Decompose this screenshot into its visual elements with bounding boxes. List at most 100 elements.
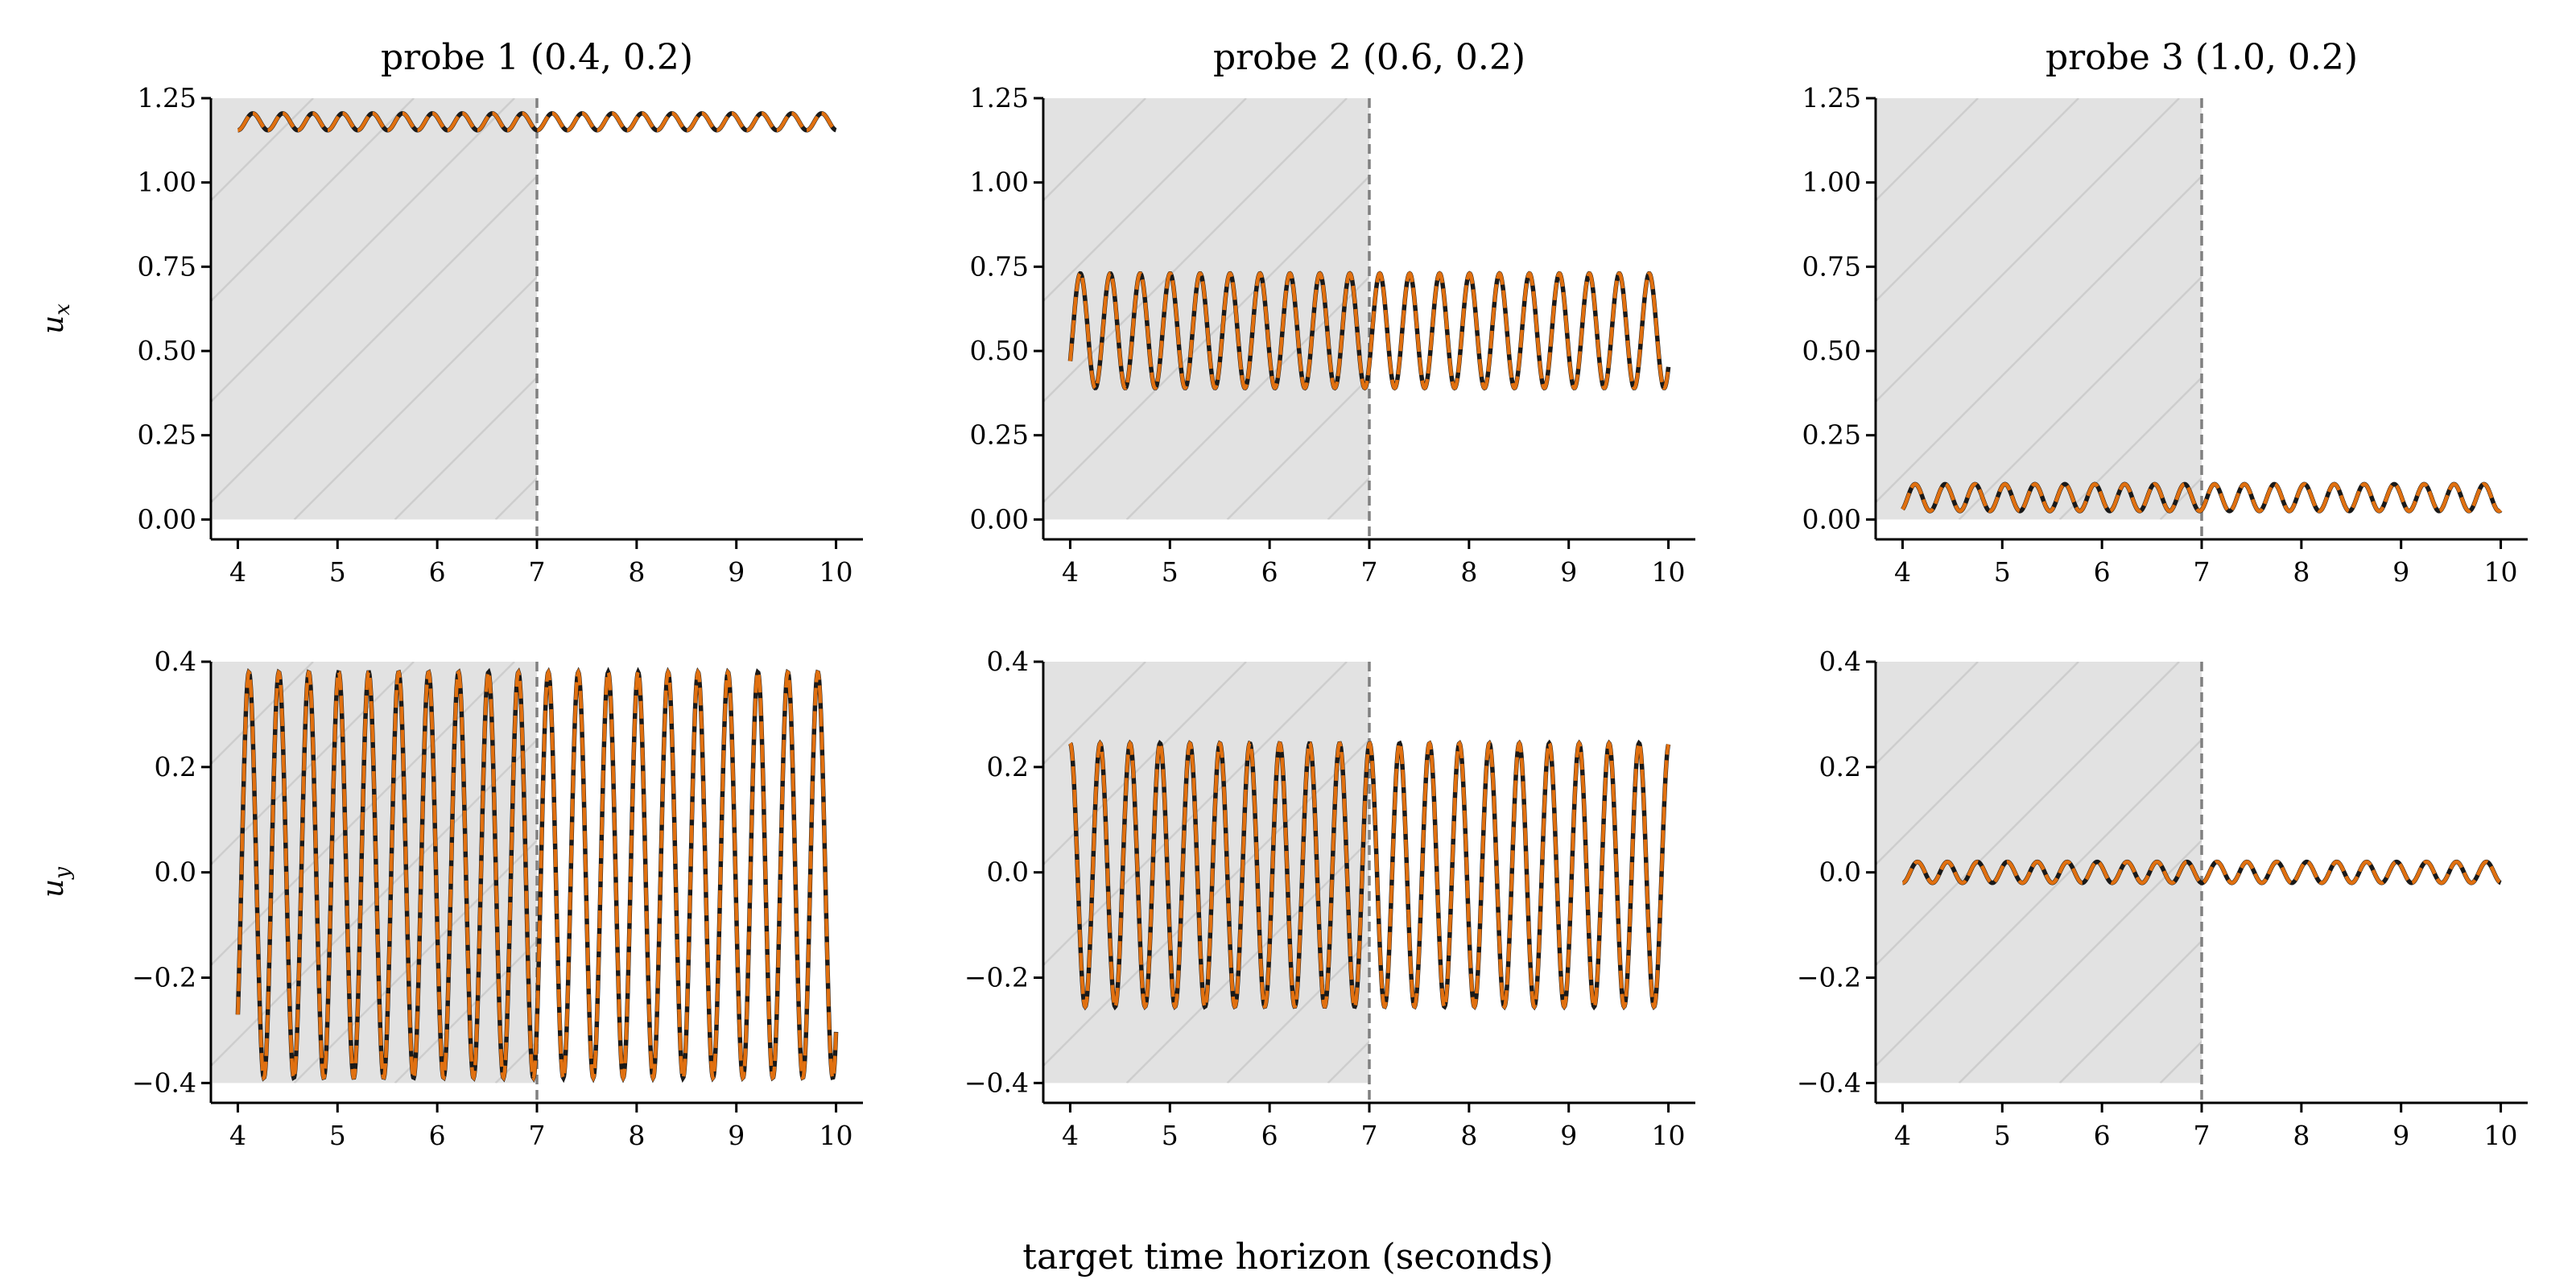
x-tick-label: 10	[2484, 1120, 2518, 1151]
series-prediction	[1068, 740, 1670, 1010]
y-tick-label: 0.75	[138, 250, 196, 282]
panel-title: probe 2 (0.6, 0.2)	[1213, 37, 1525, 78]
y-axis-label-row-1: ux	[37, 303, 75, 334]
x-tick-label: 6	[429, 556, 446, 588]
y-axis-label-subscript: y	[51, 867, 75, 880]
hatch-line	[1876, 98, 1878, 101]
series-prediction	[1902, 860, 2502, 886]
y-tick-label: 0.2	[155, 751, 196, 782]
x-tick-label: 5	[1162, 556, 1179, 588]
hatch-line	[597, 98, 1018, 519]
x-tick-label: 5	[1994, 556, 2011, 588]
series-prediction	[1901, 482, 2503, 514]
y-tick-label: −0.2	[964, 962, 1029, 993]
hatch-line	[1876, 662, 1979, 766]
hatch-line	[2362, 662, 2576, 1083]
y-tick-label: 0.2	[1819, 751, 1861, 782]
y-tick-label: 1.25	[1802, 82, 1861, 114]
hatch-line	[1876, 98, 1979, 202]
hatch-line	[1876, 98, 2180, 403]
panel-title: probe 3 (1.0, 0.2)	[2046, 37, 2358, 78]
y-tick-label: 0.25	[970, 419, 1029, 451]
hatch-line	[2261, 98, 2576, 519]
hatch-line	[1043, 98, 1247, 303]
x-tick-label: 9	[1560, 1120, 1577, 1151]
x-tick-label: 9	[2392, 1120, 2409, 1151]
x-tick-label: 5	[1994, 1120, 2011, 1151]
x-tick-label: 9	[2392, 556, 2409, 588]
x-tick-label: 5	[329, 1120, 346, 1151]
hatch-line	[1876, 662, 1878, 665]
y-tick-label: 0.4	[987, 646, 1029, 677]
x-tick-label: 8	[2293, 556, 2310, 588]
x-tick-label: 7	[1361, 556, 1378, 588]
y-tick-label: 0.4	[155, 646, 196, 677]
hatch-line	[293, 275, 537, 520]
hatch-line	[211, 662, 314, 766]
y-axis-label-base: u	[37, 879, 70, 898]
training-window-hatch	[1876, 98, 2576, 520]
x-tick-label: 6	[1261, 556, 1278, 588]
y-tick-label: −0.4	[964, 1067, 1029, 1098]
x-tick-label: 7	[529, 1120, 546, 1151]
hatch-line	[394, 939, 537, 1084]
y-tick-label: 0.00	[1802, 503, 1861, 535]
y-tick-label: −0.4	[132, 1067, 196, 1098]
hatch-line	[2362, 98, 2576, 519]
hatch-line	[2563, 662, 2576, 1083]
y-axis-label-base: u	[37, 316, 70, 334]
y-tick-label: 0.50	[138, 335, 196, 366]
hatch-line	[1876, 98, 2079, 303]
x-tick-label: 8	[628, 1120, 645, 1151]
hatch-line	[394, 376, 537, 520]
hatch-line	[1876, 175, 2202, 504]
y-tick-label: 0.0	[155, 857, 196, 888]
x-tick-label: 6	[2094, 1120, 2111, 1151]
hatch-line	[211, 98, 415, 303]
y-axis-label-row-2: uy	[37, 867, 75, 898]
x-tick-label: 7	[2194, 556, 2211, 588]
x-tick-label: 6	[2094, 556, 2111, 588]
series-prediction	[237, 111, 837, 133]
y-tick-label: 0.0	[987, 857, 1029, 888]
y-tick-label: 0.75	[970, 250, 1029, 282]
hatch-line	[1876, 738, 2202, 1067]
y-tick-label: 0.50	[970, 335, 1029, 366]
x-tick-label: 8	[1460, 1120, 1477, 1151]
y-tick-label: 0.50	[1802, 335, 1861, 366]
x-tick-label: 10	[819, 556, 853, 588]
x-tick-label: 4	[1062, 1120, 1079, 1151]
hatch-line	[1125, 275, 1369, 520]
y-tick-label: 0.0	[1819, 857, 1861, 888]
hatch-line	[211, 175, 537, 504]
y-tick-label: 0.25	[1802, 419, 1861, 451]
y-tick-label: 0.4	[1819, 646, 1861, 677]
y-tick-label: 1.00	[970, 167, 1029, 198]
hatch-line	[2159, 477, 2202, 520]
y-axis-label-subscript: x	[51, 303, 75, 316]
x-tick-label: 4	[229, 1120, 246, 1151]
y-tick-label: 0.00	[970, 503, 1029, 535]
hatch-line	[1226, 376, 1369, 520]
hatch-line	[211, 98, 213, 101]
hatch-line	[1876, 662, 2079, 866]
x-tick-label: 4	[1894, 556, 1911, 588]
panel-5: −0.4 −0.2 0.0 0.2 0.4 4 5 6 7 8 9 10	[964, 646, 1850, 1151]
hatch-line	[293, 839, 537, 1084]
hatch-line	[1043, 98, 1046, 101]
x-tick-label: 4	[1062, 556, 1079, 588]
hatch-line	[1327, 477, 1369, 520]
y-tick-label: 0.00	[138, 503, 196, 535]
hatch-line	[1125, 839, 1369, 1084]
hatch-line	[1958, 839, 2202, 1084]
hatch-line	[1429, 662, 1850, 1083]
panel-3: 0.00 0.25 0.50 0.75 1.00 1.25 4 5 6 7 8 9 10 probe 3 …	[1802, 37, 2576, 588]
y-tick-label: 1.25	[970, 82, 1029, 114]
y-tick-label: −0.2	[1797, 962, 1861, 993]
hatch-line	[211, 98, 314, 202]
x-tick-label: 6	[429, 1120, 446, 1151]
y-tick-label: 0.2	[987, 751, 1029, 782]
y-tick-label: 0.25	[138, 419, 196, 451]
series-prediction	[236, 667, 838, 1083]
